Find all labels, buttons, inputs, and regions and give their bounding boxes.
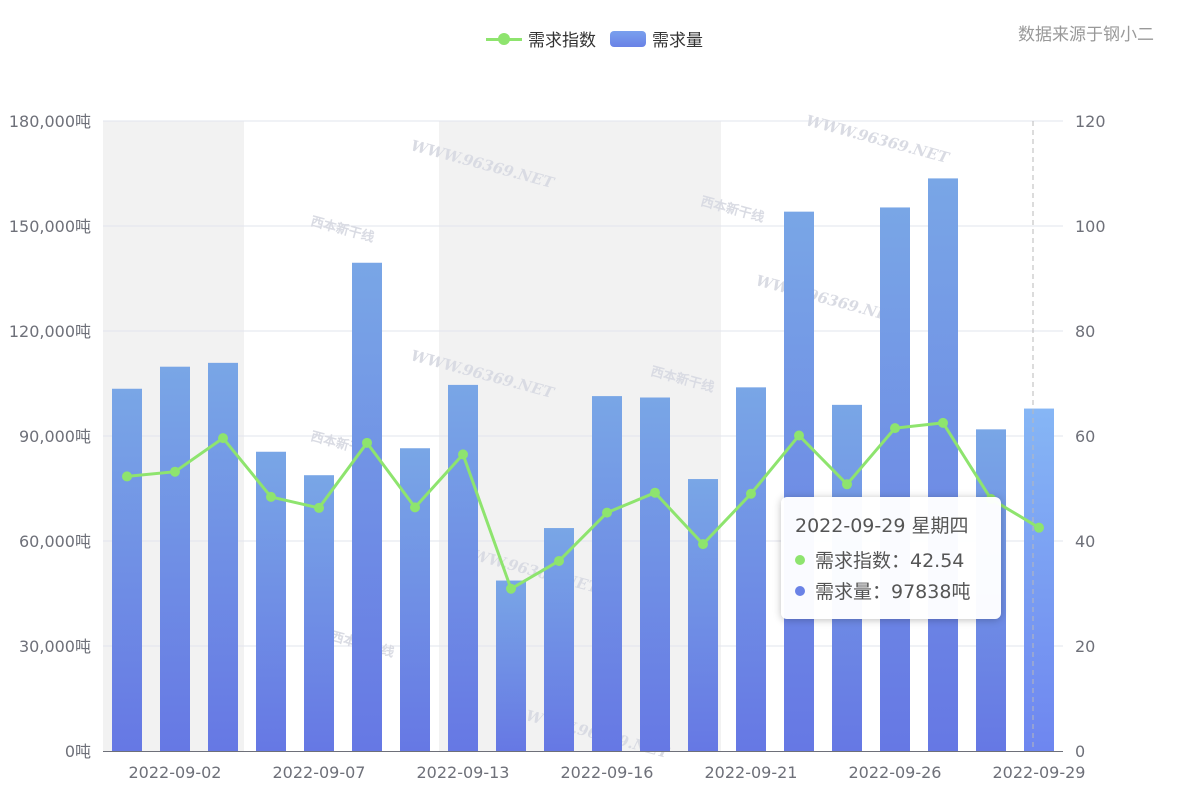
y-left-tick-label: 150,000吨 xyxy=(9,217,91,236)
tooltip-row-volume: 需求量：97838吨 xyxy=(795,575,987,606)
index-dot-icon xyxy=(795,554,805,565)
x-tick-label: 2022-09-07 xyxy=(273,763,366,782)
y-left-tick-label: 30,000吨 xyxy=(19,637,91,656)
x-tick-label: 2022-09-16 xyxy=(561,763,654,782)
y-right-tick-label: 80 xyxy=(1075,322,1095,341)
index-point[interactable] xyxy=(458,449,468,460)
index-point[interactable] xyxy=(698,539,708,550)
legend-item-volume[interactable]: 需求量 xyxy=(610,26,703,51)
index-point[interactable] xyxy=(218,433,228,444)
bar[interactable] xyxy=(304,475,334,751)
legend: 需求指数 需求量 xyxy=(0,26,1189,51)
index-point[interactable] xyxy=(650,487,660,498)
tooltip-row-index: 需求指数：42.54 xyxy=(795,544,987,575)
index-point[interactable] xyxy=(362,437,372,448)
y-left-tick-label: 0吨 xyxy=(65,742,91,761)
index-point[interactable] xyxy=(506,583,516,594)
y-left-tick-label: 60,000吨 xyxy=(19,532,91,551)
bar[interactable] xyxy=(352,262,382,751)
index-line xyxy=(126,421,1040,591)
y-left-tick-label: 120,000吨 xyxy=(9,322,91,341)
bar[interactable] xyxy=(928,178,958,751)
watermark-brand: 西本新干线 xyxy=(309,213,376,245)
index-point[interactable] xyxy=(1034,522,1044,533)
index-point[interactable] xyxy=(746,488,756,499)
x-tick-label: 2022-09-29 xyxy=(993,763,1086,782)
x-tick-label: 2022-09-26 xyxy=(849,763,942,782)
legend-label-index: 需求指数 xyxy=(528,31,596,51)
bar[interactable] xyxy=(592,396,622,751)
bar[interactable] xyxy=(208,362,238,751)
bar[interactable] xyxy=(688,479,718,751)
y-right-tick-label: 120 xyxy=(1075,112,1106,131)
bar[interactable] xyxy=(448,384,478,751)
x-tick-label: 2022-09-13 xyxy=(417,763,510,782)
tooltip-index-text: 需求指数：42.54 xyxy=(815,550,965,572)
index-point[interactable] xyxy=(266,491,276,502)
bar[interactable] xyxy=(640,397,670,752)
y-right-tick-label: 40 xyxy=(1075,532,1095,551)
index-point[interactable] xyxy=(842,479,852,490)
x-tick-label: 2022-09-21 xyxy=(705,763,798,782)
index-point[interactable] xyxy=(794,430,804,441)
index-point[interactable] xyxy=(314,502,324,513)
volume-dot-icon xyxy=(795,585,805,596)
bar[interactable] xyxy=(736,387,766,751)
index-point[interactable] xyxy=(554,555,564,566)
index-point[interactable] xyxy=(170,466,180,477)
legend-label-volume: 需求量 xyxy=(652,31,703,51)
tooltip-title: 2022-09-29 星期四 xyxy=(795,515,969,537)
y-left-tick-label: 180,000吨 xyxy=(9,112,91,131)
index-point[interactable] xyxy=(602,507,612,518)
tooltip-volume-text: 需求量：97838吨 xyxy=(815,581,971,603)
y-right-tick-label: 100 xyxy=(1075,217,1106,236)
bar[interactable] xyxy=(160,366,190,751)
y-left-tick-label: 90,000吨 xyxy=(19,427,91,446)
bar[interactable] xyxy=(400,448,430,751)
index-point[interactable] xyxy=(410,502,420,513)
bar-legend-icon xyxy=(610,30,646,47)
bar[interactable] xyxy=(112,388,142,751)
y-right-tick-label: 60 xyxy=(1075,427,1095,446)
data-source-note: 数据来源于钢小二 xyxy=(1018,25,1154,45)
bar[interactable] xyxy=(880,207,910,751)
bar[interactable] xyxy=(496,580,526,751)
x-tick-label: 2022-09-02 xyxy=(129,763,222,782)
chart-tooltip: 2022-09-29 星期四 需求指数：42.54 需求量：97838吨 xyxy=(781,497,1001,619)
y-right-tick-label: 0 xyxy=(1075,742,1085,761)
bar[interactable] xyxy=(784,211,814,751)
legend-item-index[interactable]: 需求指数 xyxy=(486,26,596,51)
bar[interactable] xyxy=(1024,408,1054,751)
index-point[interactable] xyxy=(938,417,948,428)
y-right-tick-label: 20 xyxy=(1075,637,1095,656)
index-point[interactable] xyxy=(890,423,900,434)
watermark-url: WWW.96369.NET xyxy=(804,111,953,167)
index-point[interactable] xyxy=(122,471,132,482)
line-legend-icon xyxy=(486,31,522,47)
